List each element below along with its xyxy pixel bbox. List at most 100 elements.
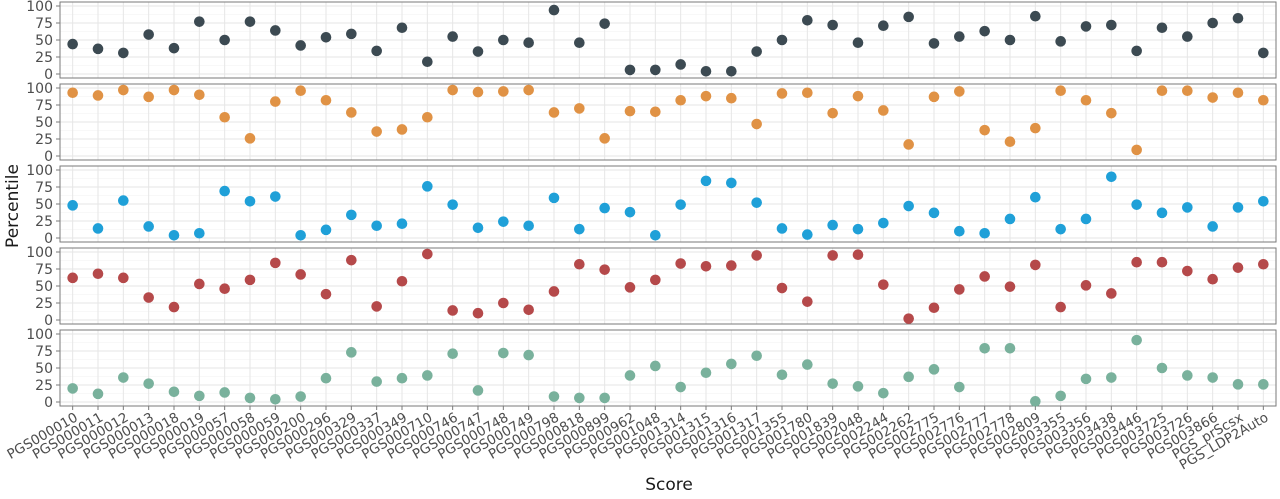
- data-point: [624, 64, 636, 76]
- data-point: [371, 126, 382, 137]
- y-tick-label: 75: [35, 98, 53, 114]
- y-tick-label: 25: [35, 50, 53, 66]
- data-point: [320, 31, 332, 43]
- data-point: [1004, 136, 1016, 148]
- data-point: [802, 14, 813, 26]
- data-point: [371, 376, 382, 387]
- data-point: [802, 87, 813, 99]
- data-point: [599, 18, 610, 29]
- data-point: [802, 359, 813, 370]
- y-tick-label: 25: [35, 378, 53, 394]
- y-tick-label: 100: [26, 327, 53, 343]
- y-tick-label: 50: [35, 197, 53, 213]
- y-tick-label: 100: [26, 0, 53, 15]
- data-point: [878, 279, 889, 290]
- data-point: [979, 271, 990, 282]
- data-point: [194, 278, 205, 290]
- y-tick-label: 0: [44, 67, 53, 83]
- data-point: [346, 254, 357, 266]
- y-tick-label: 75: [35, 16, 53, 32]
- y-tick-label: 25: [35, 214, 53, 230]
- data-point: [67, 87, 78, 99]
- data-point: [498, 297, 509, 309]
- data-point: [270, 191, 281, 202]
- data-point: [928, 302, 940, 314]
- data-point: [827, 19, 838, 31]
- y-tick-label: 25: [35, 132, 53, 148]
- data-point: [67, 383, 78, 394]
- data-point: [1182, 85, 1193, 97]
- facet-panels: 0255075100025507510002550751000255075100…: [26, 0, 1277, 411]
- data-point: [675, 94, 686, 106]
- data-point: [219, 34, 230, 46]
- data-point: [194, 89, 205, 101]
- data-point: [624, 370, 636, 381]
- data-point: [447, 199, 458, 210]
- data-point: [1055, 390, 1066, 402]
- data-point: [523, 220, 534, 232]
- data-point: [954, 381, 965, 393]
- data-point: [295, 391, 306, 402]
- data-point: [67, 200, 78, 211]
- data-point: [1131, 45, 1142, 57]
- data-point: [1055, 36, 1066, 47]
- y-tick-label: 75: [35, 180, 53, 196]
- data-point: [928, 207, 940, 219]
- data-point: [574, 223, 585, 235]
- data-point: [422, 111, 433, 123]
- data-point: [320, 372, 332, 384]
- data-point: [1258, 379, 1269, 390]
- y-axis-title: Percentile: [3, 164, 23, 248]
- data-point: [1232, 12, 1244, 24]
- data-point: [1004, 342, 1016, 354]
- data-point: [346, 28, 357, 40]
- data-point: [827, 107, 838, 119]
- data-point: [776, 223, 788, 234]
- data-point: [548, 286, 560, 297]
- data-point: [270, 25, 281, 36]
- data-point: [903, 139, 914, 150]
- data-point: [1258, 47, 1269, 59]
- data-point: [599, 264, 610, 275]
- data-point: [675, 59, 686, 70]
- y-tick-label: 50: [35, 279, 53, 295]
- data-point: [751, 250, 762, 261]
- data-point: [878, 20, 889, 32]
- data-point: [67, 38, 78, 50]
- data-point: [1207, 273, 1218, 285]
- data-point: [776, 34, 788, 46]
- data-point: [371, 45, 382, 57]
- data-point: [1232, 379, 1244, 390]
- panel-border: [59, 329, 1277, 407]
- data-point: [1207, 92, 1218, 103]
- data-point: [219, 387, 230, 398]
- data-point: [168, 229, 180, 241]
- data-point: [396, 218, 408, 230]
- data-point: [700, 90, 712, 102]
- data-point: [852, 249, 864, 261]
- data-point: [92, 223, 104, 234]
- y-tick-label: 100: [26, 245, 53, 261]
- data-point: [472, 46, 484, 57]
- data-point: [219, 283, 230, 295]
- data-point: [422, 56, 433, 68]
- data-point: [1030, 191, 1041, 203]
- data-point: [1030, 259, 1041, 271]
- data-point: [624, 206, 636, 218]
- y-tick-label: 50: [35, 115, 53, 131]
- data-point: [776, 282, 788, 294]
- data-point: [852, 381, 864, 392]
- data-point: [1106, 171, 1117, 183]
- data-point: [447, 84, 458, 96]
- y-tick-label: 100: [26, 163, 53, 179]
- data-point: [447, 305, 458, 316]
- data-point: [143, 91, 154, 103]
- data-point: [396, 372, 408, 384]
- data-point: [1106, 372, 1117, 383]
- data-point: [1004, 213, 1016, 225]
- data-point: [67, 272, 78, 284]
- data-point: [751, 350, 762, 362]
- data-point: [751, 118, 762, 130]
